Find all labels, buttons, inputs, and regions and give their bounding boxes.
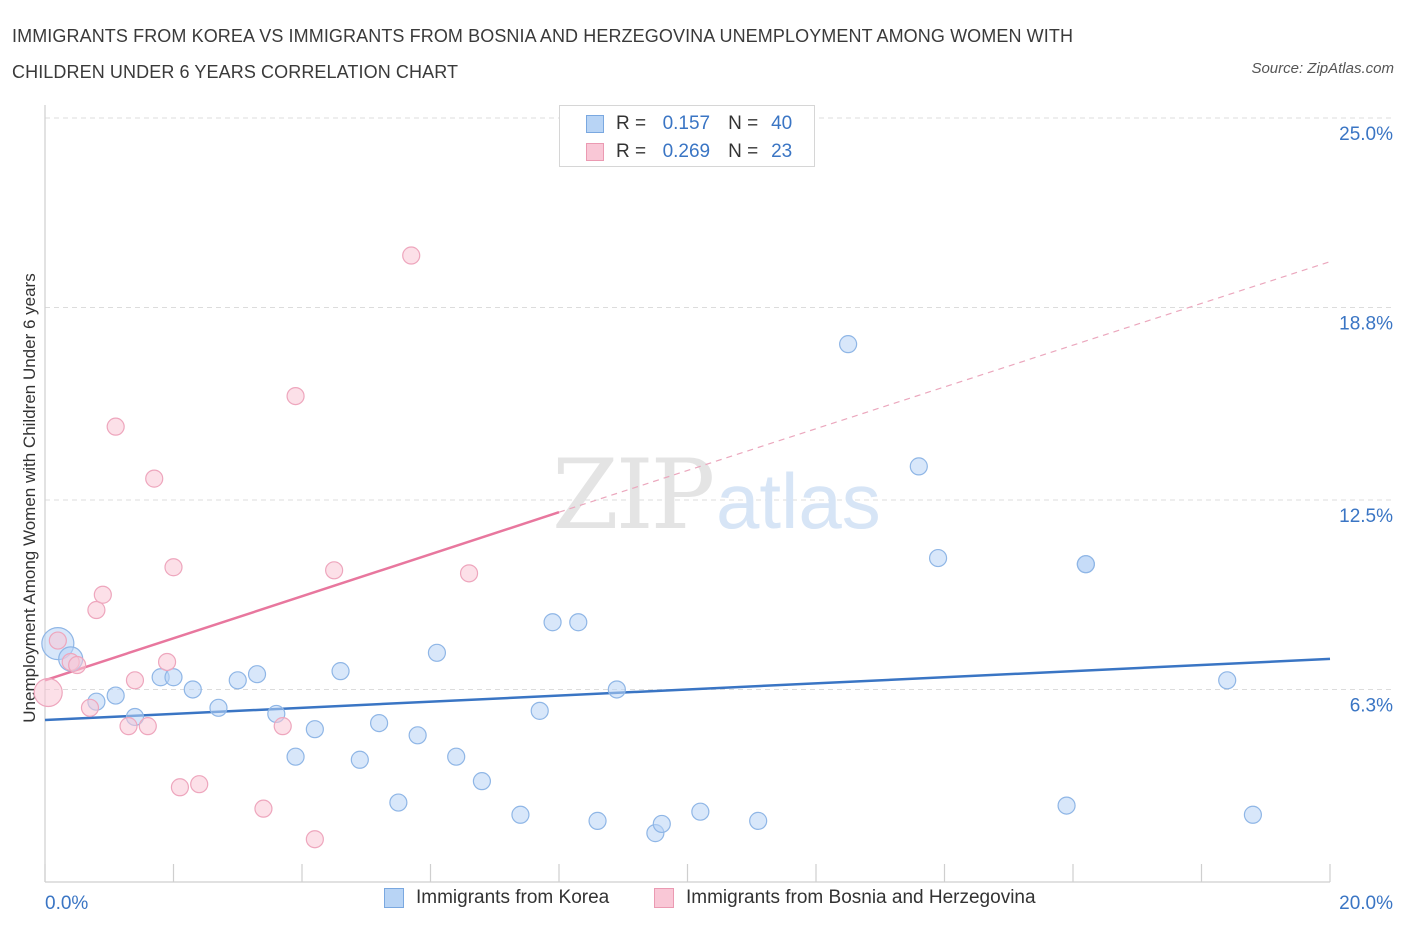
korea-point bbox=[106, 686, 125, 705]
watermark-zip: ZIP bbox=[552, 439, 713, 551]
korea-point bbox=[286, 747, 305, 766]
korea-point bbox=[209, 698, 228, 717]
bosnia-point bbox=[164, 558, 183, 577]
korea-point bbox=[389, 793, 408, 812]
bosnia-point bbox=[170, 778, 190, 797]
bosnia-trend-extension bbox=[558, 261, 1331, 513]
korea-point bbox=[408, 726, 427, 745]
korea-trend-line bbox=[44, 657, 1331, 722]
bosnia-point bbox=[125, 671, 145, 690]
korea-point bbox=[569, 613, 588, 632]
legend-swatch-korea bbox=[384, 888, 404, 908]
bosnia-trend-line bbox=[44, 511, 560, 682]
korea-point bbox=[839, 335, 858, 354]
bosnia-point bbox=[119, 717, 138, 736]
legend-swatch-korea bbox=[586, 115, 604, 133]
korea-point bbox=[370, 713, 389, 733]
axes bbox=[44, 105, 1331, 883]
korea-point bbox=[305, 720, 324, 739]
chart-title: IMMIGRANTS FROM KOREA VS IMMIGRANTS FROM… bbox=[12, 26, 1074, 82]
legend-r-label: R = bbox=[616, 113, 647, 134]
y-tick-label: 6.3% bbox=[1350, 695, 1393, 716]
series-legend: Immigrants from Korea Immigrants from Bo… bbox=[0, 887, 1406, 917]
bosnia-point bbox=[157, 652, 177, 672]
grid-lines bbox=[45, 117, 1395, 690]
korea-point bbox=[511, 805, 530, 824]
legend-swatch-bosnia bbox=[586, 143, 604, 161]
korea-point bbox=[909, 457, 928, 476]
korea-point bbox=[588, 811, 607, 830]
korea-point bbox=[183, 680, 202, 699]
watermark-atlas: atlas bbox=[716, 457, 881, 545]
korea-point bbox=[447, 747, 466, 766]
korea-point bbox=[247, 665, 267, 684]
legend-item-korea[interactable]: Immigrants from Korea bbox=[384, 887, 609, 909]
korea-point bbox=[228, 671, 247, 690]
legend-label-korea: Immigrants from Korea bbox=[416, 887, 610, 908]
legend-row-korea: R = 0.157 N = 40 bbox=[586, 111, 792, 137]
korea-point bbox=[1243, 805, 1263, 824]
korea-point bbox=[350, 750, 369, 769]
korea-point bbox=[472, 772, 491, 791]
x-tick-label: 0.0% bbox=[45, 893, 88, 914]
x-tick-label: 20.0% bbox=[1339, 893, 1393, 914]
legend-row-bosnia: R = 0.269 N = 23 bbox=[586, 139, 792, 165]
y-tick-label: 12.5% bbox=[1339, 506, 1393, 527]
bosnia-point bbox=[190, 775, 209, 794]
legend-label-bosnia: Immigrants from Bosnia and Herzegovina bbox=[686, 887, 1036, 908]
legend-r-value: 0.269 bbox=[662, 141, 711, 162]
korea-point bbox=[530, 701, 549, 720]
bosnia-point bbox=[254, 799, 273, 818]
korea-point bbox=[1057, 796, 1076, 815]
bosnia-point bbox=[286, 386, 305, 406]
bosnia-point bbox=[305, 830, 324, 849]
y-tick-label: 25.0% bbox=[1339, 124, 1393, 145]
bosnia-point bbox=[145, 469, 164, 488]
bosnia-point bbox=[459, 564, 479, 583]
bosnia-point bbox=[106, 417, 125, 436]
data-points bbox=[33, 246, 1263, 849]
korea-point bbox=[928, 548, 948, 568]
watermark: ZIP atlas bbox=[552, 439, 881, 551]
legend-n-label: N = bbox=[728, 141, 759, 162]
bosnia-point bbox=[33, 677, 63, 708]
legend-swatch-bosnia bbox=[654, 888, 674, 908]
tick-labels: 6.3% 12.5% 18.8% 25.0% 0.0% 20.0% bbox=[45, 124, 1393, 914]
korea-point bbox=[331, 662, 350, 681]
korea-point bbox=[691, 802, 710, 821]
y-tick-label: 18.8% bbox=[1339, 313, 1393, 334]
source-label: Source: ZipAtlas.com bbox=[1251, 60, 1394, 77]
legend-n-value: 40 bbox=[771, 113, 793, 134]
bosnia-point bbox=[325, 561, 344, 580]
legend-r-label: R = bbox=[616, 141, 647, 162]
korea-point bbox=[652, 814, 671, 834]
bosnia-point bbox=[93, 585, 112, 604]
korea-point bbox=[427, 643, 447, 662]
korea-point bbox=[164, 668, 183, 687]
bosnia-point bbox=[273, 717, 292, 736]
legend-item-bosnia[interactable]: Immigrants from Bosnia and Herzegovina bbox=[654, 887, 1036, 909]
korea-point bbox=[607, 680, 626, 699]
korea-point bbox=[1218, 671, 1237, 690]
bosnia-point bbox=[402, 246, 421, 265]
korea-point bbox=[749, 811, 768, 830]
bosnia-point bbox=[138, 717, 157, 736]
correlation-legend: R = 0.157 N = 40 R = 0.269 N = 23 bbox=[559, 105, 815, 167]
korea-point bbox=[543, 613, 562, 632]
bosnia-point bbox=[80, 698, 100, 717]
bosnia-point bbox=[48, 631, 67, 650]
trend-lines bbox=[44, 261, 1331, 722]
bosnia-point bbox=[87, 600, 106, 620]
legend-r-value: 0.157 bbox=[662, 113, 711, 134]
legend-n-value: 23 bbox=[771, 141, 793, 162]
bosnia-point bbox=[68, 655, 87, 675]
legend-n-label: N = bbox=[728, 113, 759, 134]
korea-point bbox=[1076, 555, 1095, 574]
